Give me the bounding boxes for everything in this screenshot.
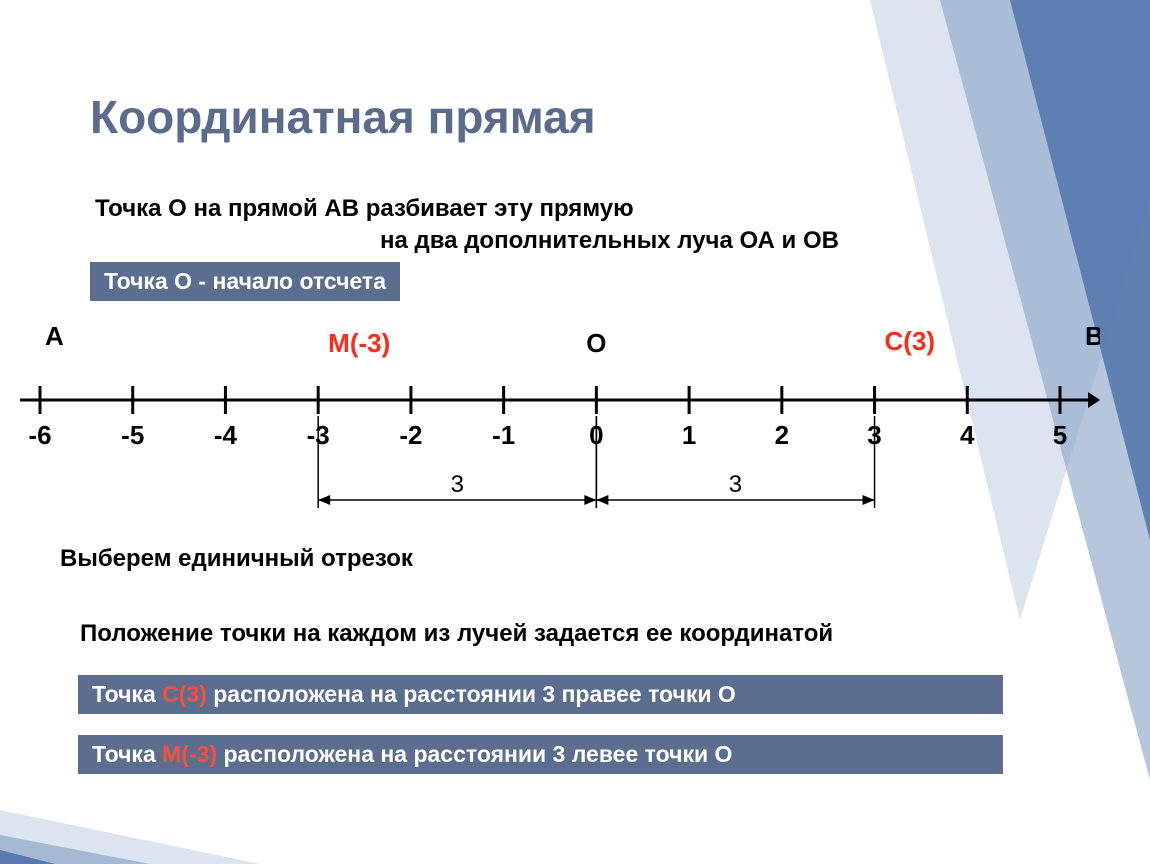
- box-m-pre: Точка: [92, 741, 162, 767]
- svg-text:С(3): С(3): [885, 326, 936, 356]
- unit-segment-text: Выберем единичный отрезок: [60, 545, 413, 573]
- svg-text:4: 4: [960, 420, 975, 450]
- svg-text:-1: -1: [492, 420, 515, 450]
- svg-text:2: 2: [775, 420, 789, 450]
- svg-text:3: 3: [729, 471, 742, 498]
- origin-box: Точка О - начало отсчета: [90, 262, 400, 301]
- svg-text:О: О: [586, 328, 606, 358]
- box-m-red: М(-3): [162, 741, 217, 767]
- svg-text:5: 5: [1053, 420, 1067, 450]
- number-line: -6-5-4-3-2-1012345АВОМ(-3)С(3)33: [20, 310, 1100, 540]
- svg-text:А: А: [45, 321, 64, 351]
- page-title: Координатная прямая: [90, 90, 596, 144]
- box-m-post: расположена на расстоянии 3 левее точки …: [217, 741, 732, 767]
- svg-text:В: В: [1085, 321, 1100, 351]
- point-m-box: Точка М(-3) расположена на расстоянии 3 …: [78, 735, 1003, 774]
- svg-text:М(-3): М(-3): [328, 328, 390, 358]
- box-c-pre: Точка: [92, 681, 162, 707]
- intro-line-2: на два дополнительных луча ОА и ОВ: [380, 227, 839, 255]
- svg-text:-4: -4: [214, 420, 238, 450]
- position-text: Положение точки на каждом из лучей задае…: [80, 620, 833, 648]
- svg-text:3: 3: [451, 471, 464, 498]
- box-c-red: С(3): [162, 681, 207, 707]
- svg-text:1: 1: [682, 420, 696, 450]
- intro-line-1: Точка О на прямой АВ разбивает эту пряму…: [95, 195, 634, 223]
- svg-text:-5: -5: [121, 420, 144, 450]
- box-c-post: расположена на расстоянии 3 правее точки…: [207, 681, 736, 707]
- svg-text:-6: -6: [28, 420, 51, 450]
- point-c-box: Точка С(3) расположена на расстоянии 3 п…: [78, 675, 1003, 714]
- svg-text:-2: -2: [399, 420, 422, 450]
